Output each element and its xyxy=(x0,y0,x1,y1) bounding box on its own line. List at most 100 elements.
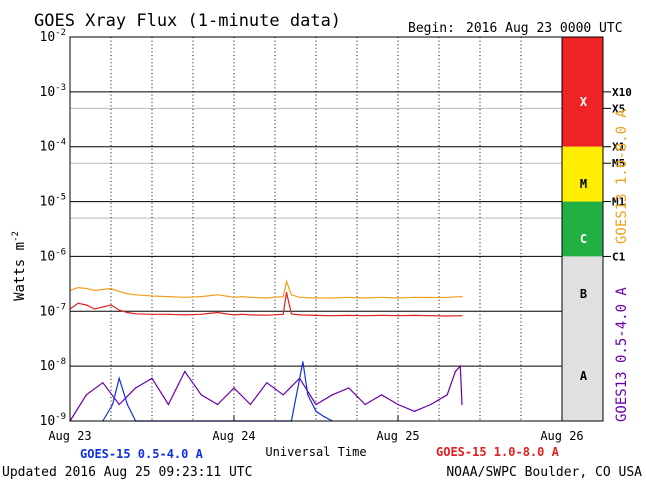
data-point xyxy=(135,313,137,315)
data-point xyxy=(126,403,128,406)
y-tick-label: 10-3 xyxy=(40,83,67,100)
x-tick-label: Aug 23 xyxy=(48,429,91,443)
data-point xyxy=(331,315,333,317)
y-tick-label: 10-4 xyxy=(40,138,67,155)
data-point xyxy=(200,313,202,315)
grid-lines xyxy=(70,36,562,422)
level-label-m5: M5 xyxy=(612,157,625,170)
data-point xyxy=(290,294,292,296)
data-point xyxy=(126,293,128,295)
y-tick-exponent: -8 xyxy=(55,357,66,367)
data-point xyxy=(233,314,235,316)
data-point xyxy=(446,315,448,317)
x-tick-labels: Aug 23 Aug 24 Aug 25 Aug 26 xyxy=(48,429,583,443)
y-tick-exponent: -2 xyxy=(55,28,66,38)
data-point xyxy=(315,297,317,299)
y-tick-base: 10 xyxy=(40,304,56,319)
data-point xyxy=(249,296,251,298)
data-point xyxy=(110,287,112,290)
data-point xyxy=(397,297,399,299)
data-point xyxy=(167,403,169,406)
data-point xyxy=(249,403,251,406)
plot-border xyxy=(69,36,604,422)
data-point xyxy=(200,394,202,396)
data-point xyxy=(118,377,120,379)
series-goes13-0-5-4-0-a xyxy=(69,364,463,422)
data-point xyxy=(200,296,202,298)
data-point xyxy=(315,410,317,412)
flare-class-label-x: X xyxy=(580,95,588,109)
data-point xyxy=(430,296,432,299)
y-tick-exponent: -9 xyxy=(55,412,66,422)
data-point xyxy=(461,315,463,317)
data-point xyxy=(381,394,383,396)
y-tick-base: 10 xyxy=(40,30,56,45)
y-tick-label: 10-2 xyxy=(40,28,67,45)
level-label-x5: X5 xyxy=(612,102,625,115)
data-point xyxy=(151,295,153,297)
data-point xyxy=(151,377,153,379)
legend-goes15-short: GOES-15 0.5-4.0 A xyxy=(80,447,204,461)
data-point xyxy=(167,313,169,315)
data-point xyxy=(217,403,219,406)
data-point xyxy=(102,306,104,308)
y-axis-label-sup: -2 xyxy=(11,231,21,242)
series-goes-15-0-5-4-0-a xyxy=(102,361,333,422)
flare-band-m xyxy=(562,146,603,202)
begin-label: Begin: xyxy=(408,21,455,36)
data-point xyxy=(413,410,415,412)
data-point xyxy=(249,314,251,316)
flare-class-bands: X M C B A xyxy=(562,37,603,421)
data-point xyxy=(446,394,448,396)
footer-source: NOAA/SWPC Boulder, CO USA xyxy=(446,465,642,480)
data-point xyxy=(151,313,153,315)
data-point xyxy=(381,314,383,316)
data-point xyxy=(110,304,112,306)
y-tick-label: 10-7 xyxy=(40,302,67,319)
data-point xyxy=(364,403,366,406)
legend-goes13-short: GOES13 0.5-4.0 A xyxy=(614,287,630,422)
y-tick-exponent: -3 xyxy=(55,83,66,93)
data-point xyxy=(135,387,137,389)
data-point xyxy=(461,296,463,298)
y-tick-label: 10-8 xyxy=(40,357,67,374)
data-point xyxy=(459,365,461,367)
y-tick-exponent: -7 xyxy=(55,302,66,312)
data-point xyxy=(282,313,284,315)
flare-class-label-m: M xyxy=(580,177,587,191)
data-point xyxy=(348,387,350,389)
data-point xyxy=(118,290,120,292)
y-tick-label: 10-5 xyxy=(40,193,67,210)
y-tick-base: 10 xyxy=(40,249,56,264)
data-point xyxy=(233,296,235,298)
data-point xyxy=(461,403,463,406)
data-point xyxy=(94,308,96,310)
y-tick-exponent: -4 xyxy=(55,138,66,148)
data-point xyxy=(381,296,383,298)
begin-value: 2016 Aug 23 0000 UTC xyxy=(466,21,623,36)
y-tick-exponent: -5 xyxy=(55,193,66,203)
series-goes-15-1-0-8-0-a xyxy=(69,292,463,317)
data-point xyxy=(217,311,219,314)
data-point xyxy=(364,297,366,299)
flare-class-label-b: B xyxy=(580,287,587,301)
series-goes13-1-0-8-0-a xyxy=(69,279,463,299)
data-point xyxy=(299,296,301,298)
data-point xyxy=(112,403,114,406)
data-point xyxy=(266,382,268,384)
data-point xyxy=(241,313,243,315)
data-point xyxy=(315,403,317,406)
data-point xyxy=(290,313,292,315)
data-point xyxy=(118,309,120,311)
footer-updated: Updated 2016 Aug 25 09:23:11 UTC xyxy=(2,465,252,480)
flare-band-a xyxy=(562,311,603,421)
y-tick-labels: 10-210-310-410-510-610-710-810-9 xyxy=(40,28,67,429)
data-point xyxy=(282,394,284,396)
data-point xyxy=(184,370,186,373)
y-tick-label: 10-9 xyxy=(40,412,67,429)
y-tick-base: 10 xyxy=(40,195,56,210)
x-axis-label: Universal Time xyxy=(265,445,366,459)
data-point xyxy=(348,296,350,298)
data-point xyxy=(85,304,87,306)
plot-frame xyxy=(69,36,604,422)
